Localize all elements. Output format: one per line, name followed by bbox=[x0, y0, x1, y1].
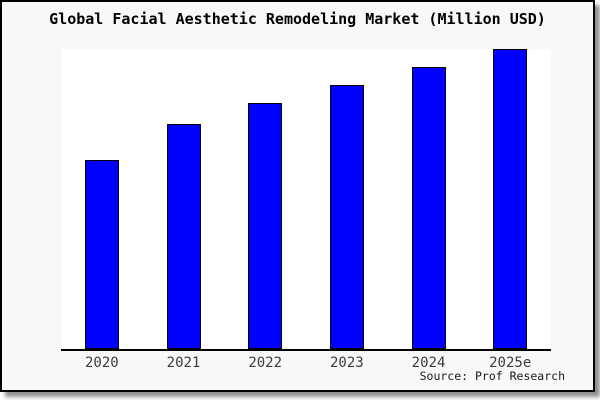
bar-2020 bbox=[84, 160, 119, 349]
bar-2025e bbox=[493, 49, 528, 349]
bar-2022 bbox=[248, 103, 283, 349]
bars-container bbox=[61, 49, 551, 349]
plot-area bbox=[61, 49, 551, 351]
x-tick-label-2021: 2021 bbox=[166, 355, 201, 371]
chart-title: Global Facial Aesthetic Remodeling Marke… bbox=[49, 10, 546, 28]
bar-2021 bbox=[166, 124, 201, 349]
x-tick-label-2020: 2020 bbox=[84, 355, 119, 371]
chart-frame: Global Facial Aesthetic Remodeling Marke… bbox=[0, 0, 595, 392]
source-credit: Source: Prof Research bbox=[419, 369, 565, 383]
x-tick-label-2023: 2023 bbox=[329, 355, 364, 371]
bar-2023 bbox=[329, 85, 364, 349]
x-tick-label-2025e: 2025e bbox=[489, 355, 532, 371]
x-tick-label-2024: 2024 bbox=[411, 355, 446, 371]
bar-2024 bbox=[411, 67, 446, 349]
x-axis-labels: 2020 2021 2022 2023 2024 2025e bbox=[61, 355, 551, 371]
x-tick-label-2022: 2022 bbox=[248, 355, 283, 371]
